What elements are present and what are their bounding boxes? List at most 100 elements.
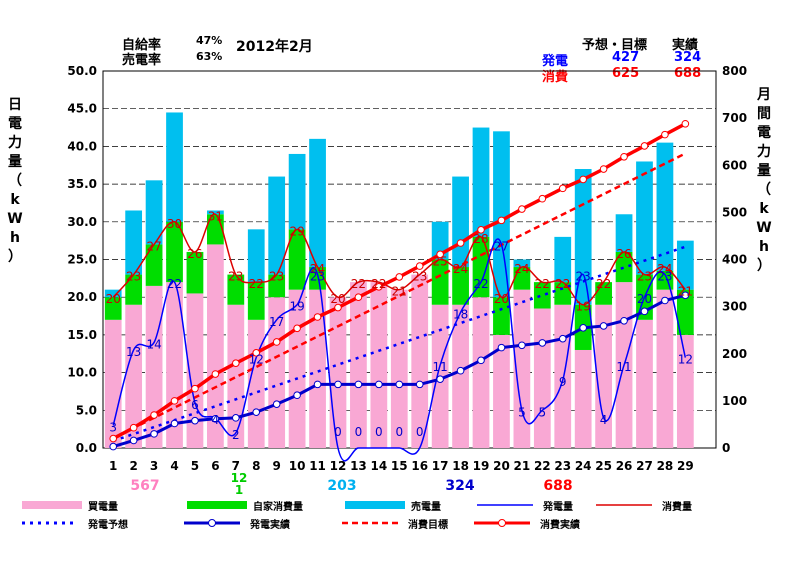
legend-label-2: 自家消費量 — [253, 502, 303, 513]
legend-swatch-6 — [22, 521, 78, 525]
consumption-data-label: 19 — [576, 300, 591, 314]
right-tick-label: 200 — [722, 347, 747, 361]
left-tick-label: 50.0 — [67, 64, 97, 78]
bar-purchase — [125, 304, 143, 448]
legend-label-9: 消費実績 — [540, 520, 580, 531]
generation-data-label: 13 — [126, 345, 141, 359]
generation-cumulative-marker — [211, 414, 220, 423]
consumption-data-label: 21 — [678, 285, 693, 299]
bar-sold — [513, 259, 531, 268]
self-sufficiency-label: 自給率 — [122, 38, 162, 53]
bar-self-consumption — [615, 251, 633, 283]
consumption-data-label: 22 — [555, 277, 570, 291]
generation-actual-value: 324 — [674, 50, 702, 65]
left-tick-label: 5.0 — [76, 403, 97, 417]
left-axis-title-char: 日 — [8, 97, 22, 113]
bar-self-consumption — [431, 259, 449, 305]
generation-data-label: 11 — [433, 360, 448, 374]
generation-data-label: 11 — [616, 360, 631, 374]
x-tick-label: 16 — [411, 459, 428, 473]
generation-cumulative-marker — [415, 380, 424, 389]
x-tick-label: 29 — [677, 459, 694, 473]
generation-data-label: 0 — [395, 425, 403, 439]
right-axis-title-char: h — [759, 239, 769, 255]
bar-self-consumption — [104, 297, 122, 320]
consumption-cumulative-marker — [150, 411, 158, 419]
consumption-target-value: 625 — [612, 66, 640, 81]
consumption-data-label: 20 — [494, 292, 509, 306]
bar-self-consumption — [268, 274, 286, 298]
generation-cumulative-marker — [293, 391, 301, 400]
consumption-data-label: 31 — [208, 209, 223, 223]
bar-purchase — [227, 304, 245, 448]
generation-row-label: 発電 — [542, 54, 569, 69]
right-axis-title-char: 量 — [757, 163, 771, 179]
generation-data-label: 3 — [109, 420, 117, 434]
legend-swatch-1 — [22, 501, 82, 509]
bar-self-consumption — [166, 221, 183, 283]
generation-cumulative-marker — [395, 380, 404, 389]
generation-cumulative-marker — [375, 380, 383, 389]
x-tick-label: 13 — [350, 459, 367, 473]
total-self-consumption: 12 1 — [230, 471, 248, 497]
x-tick-label: 3 — [150, 459, 158, 473]
consumption-data-label: 23 — [412, 270, 427, 284]
generation-cumulative-marker — [558, 334, 567, 343]
bar-purchase — [452, 304, 469, 448]
generation-data-label: 23 — [576, 270, 591, 284]
bar-self-consumption — [676, 289, 694, 335]
consumption-data-label: 24 — [310, 262, 325, 276]
right-tick-label: 400 — [722, 253, 747, 267]
left-tick-label: 40.0 — [67, 139, 97, 153]
generation-cumulative-marker — [129, 436, 138, 445]
left-axis-title-char: ） — [8, 249, 22, 265]
x-tick-label: 28 — [657, 459, 674, 473]
consumption-data-label: 22 — [249, 277, 264, 291]
consumption-cumulative-marker — [518, 205, 526, 213]
generation-cumulative-marker — [232, 414, 240, 422]
x-tick-label: 5 — [191, 459, 199, 473]
legend-swatch-8 — [342, 521, 398, 525]
bar-sold — [125, 210, 143, 275]
legend-label-1: 買電量 — [88, 502, 118, 513]
consumption-data-label: 24 — [657, 262, 672, 276]
bar-sold — [166, 112, 183, 222]
consumption-data-label: 23 — [637, 270, 652, 284]
bar-self-consumption — [533, 282, 551, 309]
generation-cumulative-marker — [272, 400, 281, 408]
bar-sold — [656, 142, 674, 271]
bar-purchase — [513, 289, 531, 448]
consumption-cumulative-marker — [681, 119, 690, 128]
bar-purchase — [268, 297, 286, 448]
x-tick-label: 22 — [534, 459, 551, 473]
consumption-data-label: 20 — [106, 292, 121, 306]
left-axis-title-char: （ — [8, 173, 22, 189]
bar-sold — [493, 131, 510, 298]
bar-sold — [615, 214, 633, 252]
x-tick-label: 24 — [575, 459, 592, 473]
x-tick-label: 12 — [330, 459, 347, 473]
right-tick-label: 500 — [722, 205, 747, 219]
bar-purchase — [350, 282, 367, 448]
right-axis-title-char: 間 — [757, 106, 771, 122]
generation-data-label: 6 — [191, 398, 199, 412]
generation-cumulative-marker — [518, 341, 526, 350]
right-tick-label: 800 — [722, 64, 747, 78]
x-tick-label: 25 — [595, 459, 612, 473]
generation-cumulative-marker — [150, 430, 158, 438]
consumption-cumulative-marker — [661, 130, 669, 139]
x-tick-label: 1 — [109, 459, 117, 473]
left-axis-title-char: 電 — [8, 116, 22, 132]
x-tick-label: 11 — [309, 459, 326, 473]
right-axis-title-char: ） — [757, 258, 771, 274]
bar-self-consumption — [309, 267, 326, 290]
generation-data-label: 22 — [473, 277, 488, 291]
right-tick-label: 300 — [722, 300, 747, 314]
x-tick-label: 4 — [170, 459, 178, 473]
left-tick-label: 0.0 — [76, 441, 97, 455]
left-tick-label: 35.0 — [67, 177, 97, 191]
generation-cumulative-marker — [252, 408, 261, 416]
generation-cumulative-marker — [661, 296, 669, 305]
x-tick-label: 19 — [473, 459, 490, 473]
bar-sold — [574, 169, 592, 305]
